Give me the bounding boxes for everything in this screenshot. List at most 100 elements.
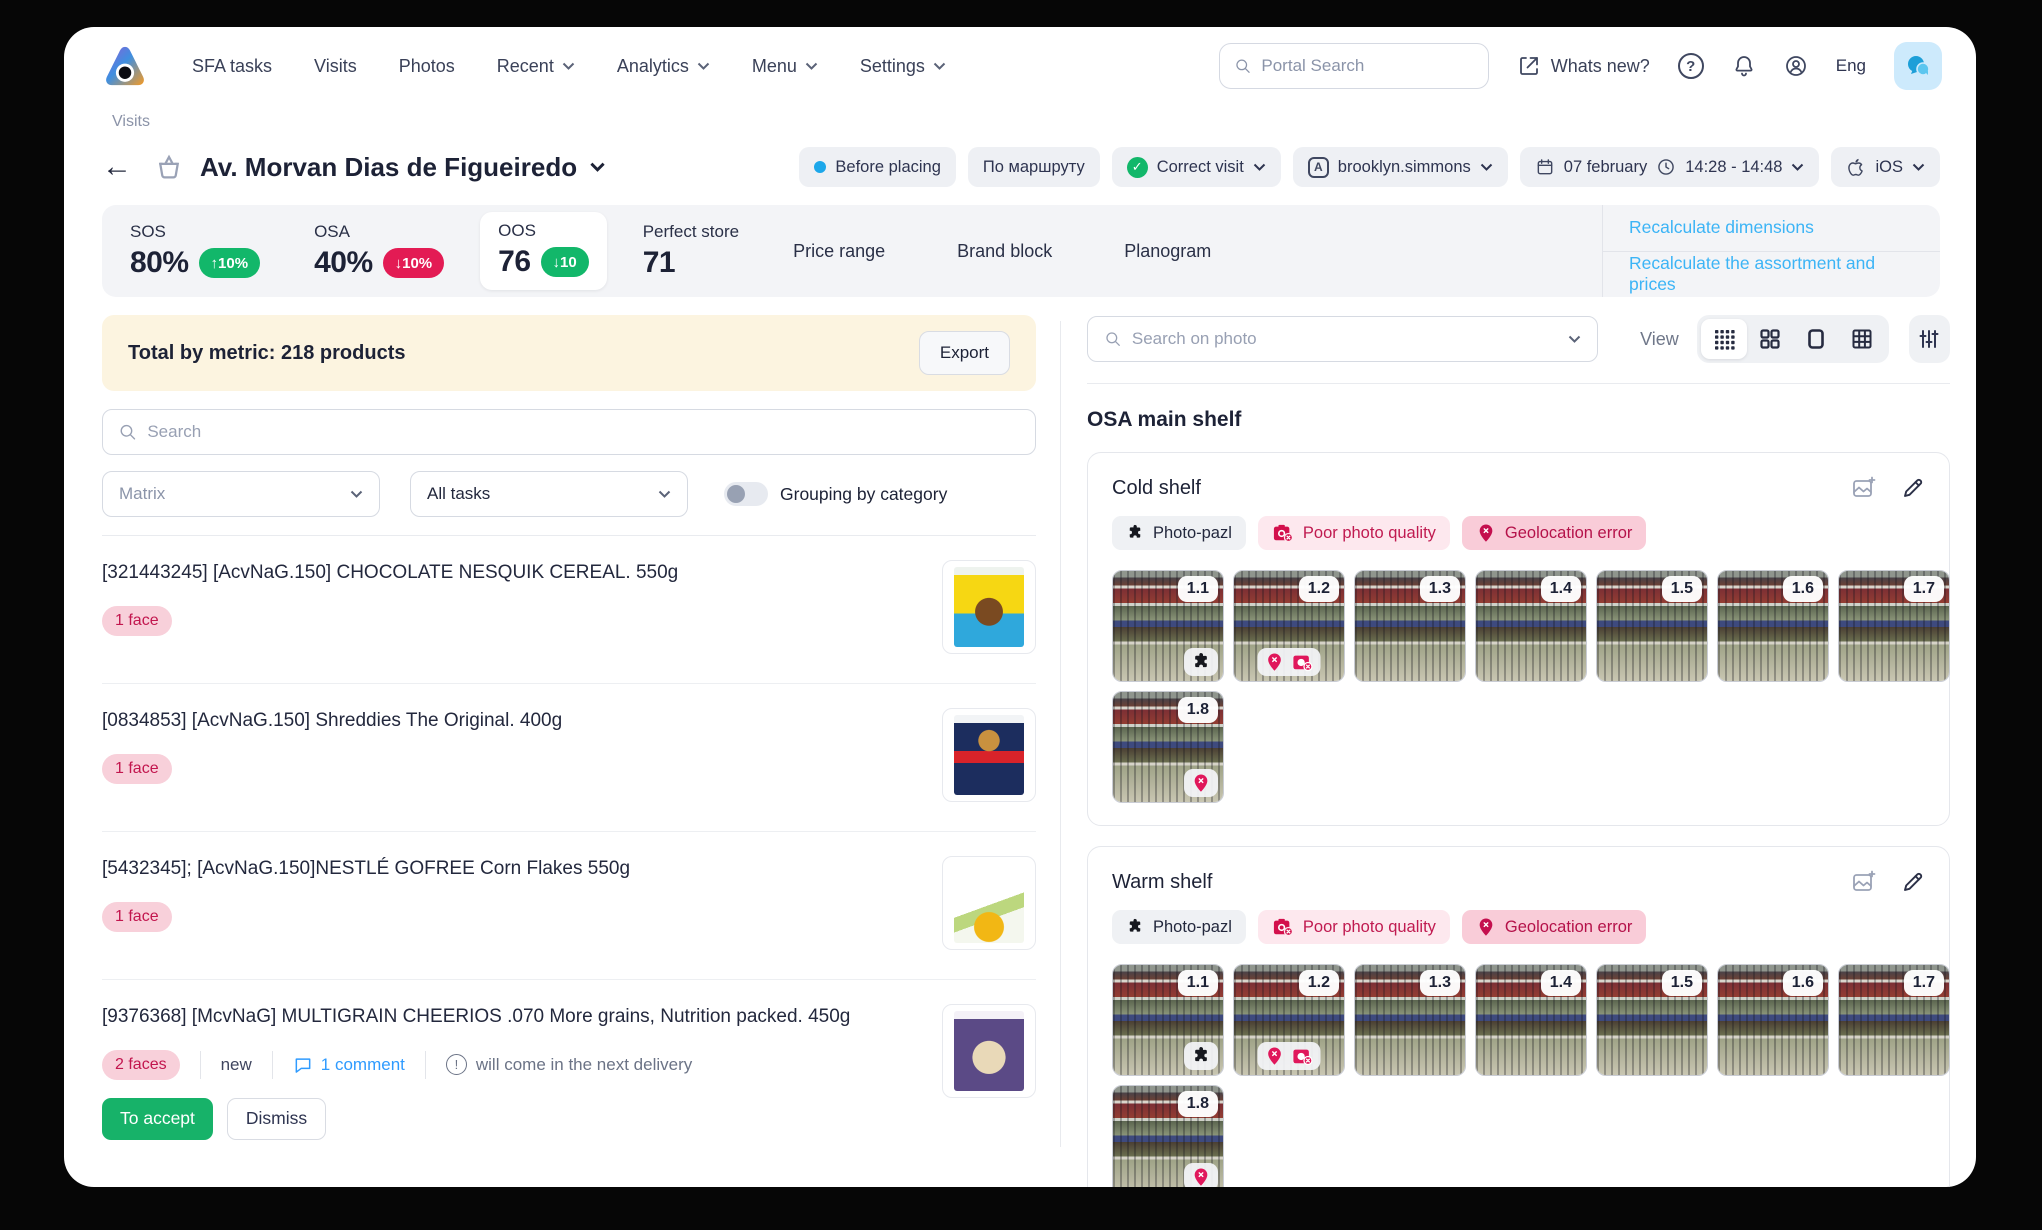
- chevron-down-icon: [350, 490, 363, 498]
- image-add-icon[interactable]: [1851, 475, 1877, 501]
- language-selector[interactable]: Eng: [1835, 56, 1866, 75]
- portal-search[interactable]: [1218, 43, 1489, 89]
- shelf-photo[interactable]: 1.5: [1596, 570, 1708, 682]
- grid-dense-icon: [1714, 330, 1735, 350]
- tab-price-range[interactable]: Price range: [793, 240, 886, 261]
- comment-icon: [295, 1058, 311, 1073]
- chevron-down-icon[interactable]: [589, 162, 606, 172]
- nav-sfa-tasks[interactable]: SFA tasks: [192, 55, 273, 76]
- grouping-toggle[interactable]: [724, 482, 768, 506]
- poor-photo-quality-tag[interactable]: Poor photo quality: [1257, 910, 1450, 944]
- card-view-icon: [1808, 329, 1824, 349]
- divider: [424, 1050, 426, 1079]
- shelf-photo[interactable]: 1.1: [1112, 570, 1224, 682]
- nav-recent[interactable]: Recent: [497, 56, 575, 77]
- nav-right: Whats new? ? Eng: [1218, 42, 1942, 90]
- grid-2x2-icon: [1760, 329, 1780, 349]
- dismiss-button[interactable]: Dismiss: [226, 1097, 327, 1140]
- nav-settings[interactable]: Settings: [860, 56, 946, 77]
- shelf-photo[interactable]: 1.8: [1112, 1085, 1224, 1187]
- product-search[interactable]: [102, 409, 1036, 455]
- chevron-down-icon: [658, 490, 671, 498]
- app-logo-icon[interactable]: [102, 43, 148, 89]
- nav-visits[interactable]: Visits: [314, 55, 357, 76]
- metric-sos[interactable]: SOS 80% ↑10%: [130, 222, 261, 280]
- delivery-note: ! will come in the next delivery: [445, 1054, 692, 1076]
- metric-perfect-store[interactable]: Perfect store 71: [642, 222, 740, 279]
- photo-search[interactable]: [1087, 316, 1599, 362]
- shelf-photo[interactable]: 1.1: [1112, 964, 1224, 1076]
- geolocation-error-tag[interactable]: Geolocation error: [1461, 910, 1647, 944]
- recalculate-dimensions-link[interactable]: Recalculate dimensions: [1603, 205, 1940, 252]
- grid-2x2-view-button[interactable]: [1747, 319, 1793, 359]
- portal-search-input[interactable]: [1261, 56, 1474, 76]
- chevron-down-icon: [1792, 163, 1804, 171]
- shelf-photo[interactable]: 1.4: [1475, 964, 1587, 1076]
- shelf-photo[interactable]: 1.7: [1838, 964, 1950, 1076]
- search-icon: [120, 424, 136, 440]
- photo-puzzle-tag[interactable]: Photo-pazl: [1112, 516, 1246, 550]
- delta-badge: ↑10%: [198, 248, 261, 278]
- photo-toolbar: View: [1087, 315, 1950, 363]
- shelf-photo[interactable]: 1.2: [1233, 964, 1345, 1076]
- chevron-down-icon: [805, 62, 818, 70]
- whats-new-button[interactable]: Whats new?: [1517, 54, 1650, 78]
- product-row[interactable]: [5432345]; [AcvNaG.150]NESTLÉ GOFREE Cor…: [102, 832, 1036, 980]
- chevron-down-icon: [1253, 163, 1266, 171]
- bell-icon[interactable]: [1732, 54, 1756, 78]
- poor-photo-quality-tag[interactable]: Poor photo quality: [1257, 516, 1450, 550]
- puzzle-icon: [1129, 524, 1141, 538]
- shelf-photo[interactable]: 1.5: [1596, 964, 1708, 1076]
- chat-icon[interactable]: [1894, 42, 1942, 90]
- metric-osa[interactable]: OSA 40% ↓10%: [314, 222, 445, 280]
- grid-dense-view-button[interactable]: [1700, 319, 1747, 359]
- edit-pencil-icon[interactable]: [1901, 476, 1925, 500]
- visit-check-dropdown[interactable]: ✓ Correct visit: [1111, 147, 1281, 187]
- back-arrow-icon[interactable]: ←: [102, 150, 132, 183]
- platform-dropdown[interactable]: iOS: [1831, 147, 1940, 187]
- product-search-input[interactable]: [147, 422, 1020, 442]
- tasks-select[interactable]: All tasks: [410, 471, 688, 517]
- shelf-photo[interactable]: 1.4: [1475, 570, 1587, 682]
- product-row[interactable]: [0834853] [AcvNaG.150] Shreddies The Ori…: [102, 684, 1036, 832]
- shelf-photo[interactable]: 1.8: [1112, 691, 1224, 803]
- accept-button[interactable]: To accept: [102, 1097, 213, 1140]
- metric-oos-selected[interactable]: OOS 76 ↓10: [480, 212, 607, 290]
- shelf-photo[interactable]: 1.2: [1233, 570, 1345, 682]
- recalculate-assortment-link[interactable]: Recalculate the assortment and prices: [1629, 253, 1876, 295]
- tab-planogram[interactable]: Planogram: [1124, 240, 1212, 261]
- divider: [271, 1050, 273, 1079]
- export-button[interactable]: Export: [918, 331, 1010, 375]
- shelf-photo[interactable]: 1.3: [1354, 570, 1466, 682]
- photo-search-input[interactable]: [1131, 329, 1559, 349]
- chevron-down-icon: [697, 62, 710, 70]
- comment-link[interactable]: 1 comment: [293, 1055, 405, 1075]
- shelf-photo[interactable]: 1.6: [1717, 964, 1829, 1076]
- faces-badge: 1 face: [102, 753, 172, 784]
- product-row[interactable]: [321443245] [AcvNaG.150] CHOCOLATE NESQU…: [102, 536, 1036, 684]
- help-icon[interactable]: ?: [1677, 53, 1704, 79]
- nav-menu[interactable]: Menu: [752, 56, 818, 77]
- search-icon: [1236, 59, 1250, 73]
- nav-photos[interactable]: Photos: [398, 55, 455, 76]
- profile-icon[interactable]: [1784, 54, 1808, 78]
- table-view-button[interactable]: [1839, 319, 1885, 359]
- photo-puzzle-tag[interactable]: Photo-pazl: [1112, 910, 1246, 944]
- tab-brand-block[interactable]: Brand block: [957, 240, 1053, 261]
- matrix-select[interactable]: Matrix: [102, 471, 380, 517]
- table-view-icon: [1852, 329, 1872, 349]
- datetime-dropdown[interactable]: 07 february 14:28 - 14:48: [1519, 147, 1820, 187]
- shelf-photo[interactable]: 1.6: [1717, 570, 1829, 682]
- shelf-photo[interactable]: 1.3: [1354, 964, 1466, 1076]
- product-row[interactable]: [9376368] [McvNaG] MULTIGRAIN CHEERIOS .…: [102, 980, 1036, 1162]
- image-add-icon[interactable]: [1851, 869, 1877, 895]
- geolocation-error-tag[interactable]: Geolocation error: [1461, 516, 1647, 550]
- edit-pencil-icon[interactable]: [1901, 870, 1925, 894]
- breadcrumb[interactable]: Visits: [112, 113, 150, 130]
- nav-analytics[interactable]: Analytics: [617, 56, 710, 77]
- shelf-photo[interactable]: 1.7: [1838, 570, 1950, 682]
- blue-dot-icon: [814, 161, 827, 173]
- photo-filters-button[interactable]: [1908, 315, 1950, 363]
- card-view-button[interactable]: [1793, 319, 1839, 359]
